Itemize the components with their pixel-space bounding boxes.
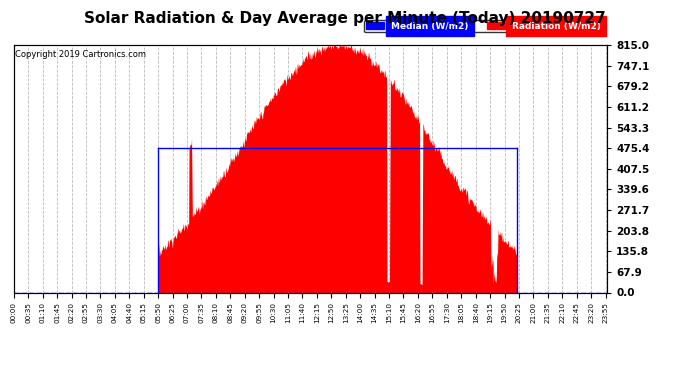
Text: Solar Radiation & Day Average per Minute (Today) 20190727: Solar Radiation & Day Average per Minute… bbox=[84, 11, 606, 26]
Legend: Median (W/m2), Radiation (W/m2): Median (W/m2), Radiation (W/m2) bbox=[364, 20, 602, 32]
Text: Copyright 2019 Cartronics.com: Copyright 2019 Cartronics.com bbox=[15, 50, 146, 59]
